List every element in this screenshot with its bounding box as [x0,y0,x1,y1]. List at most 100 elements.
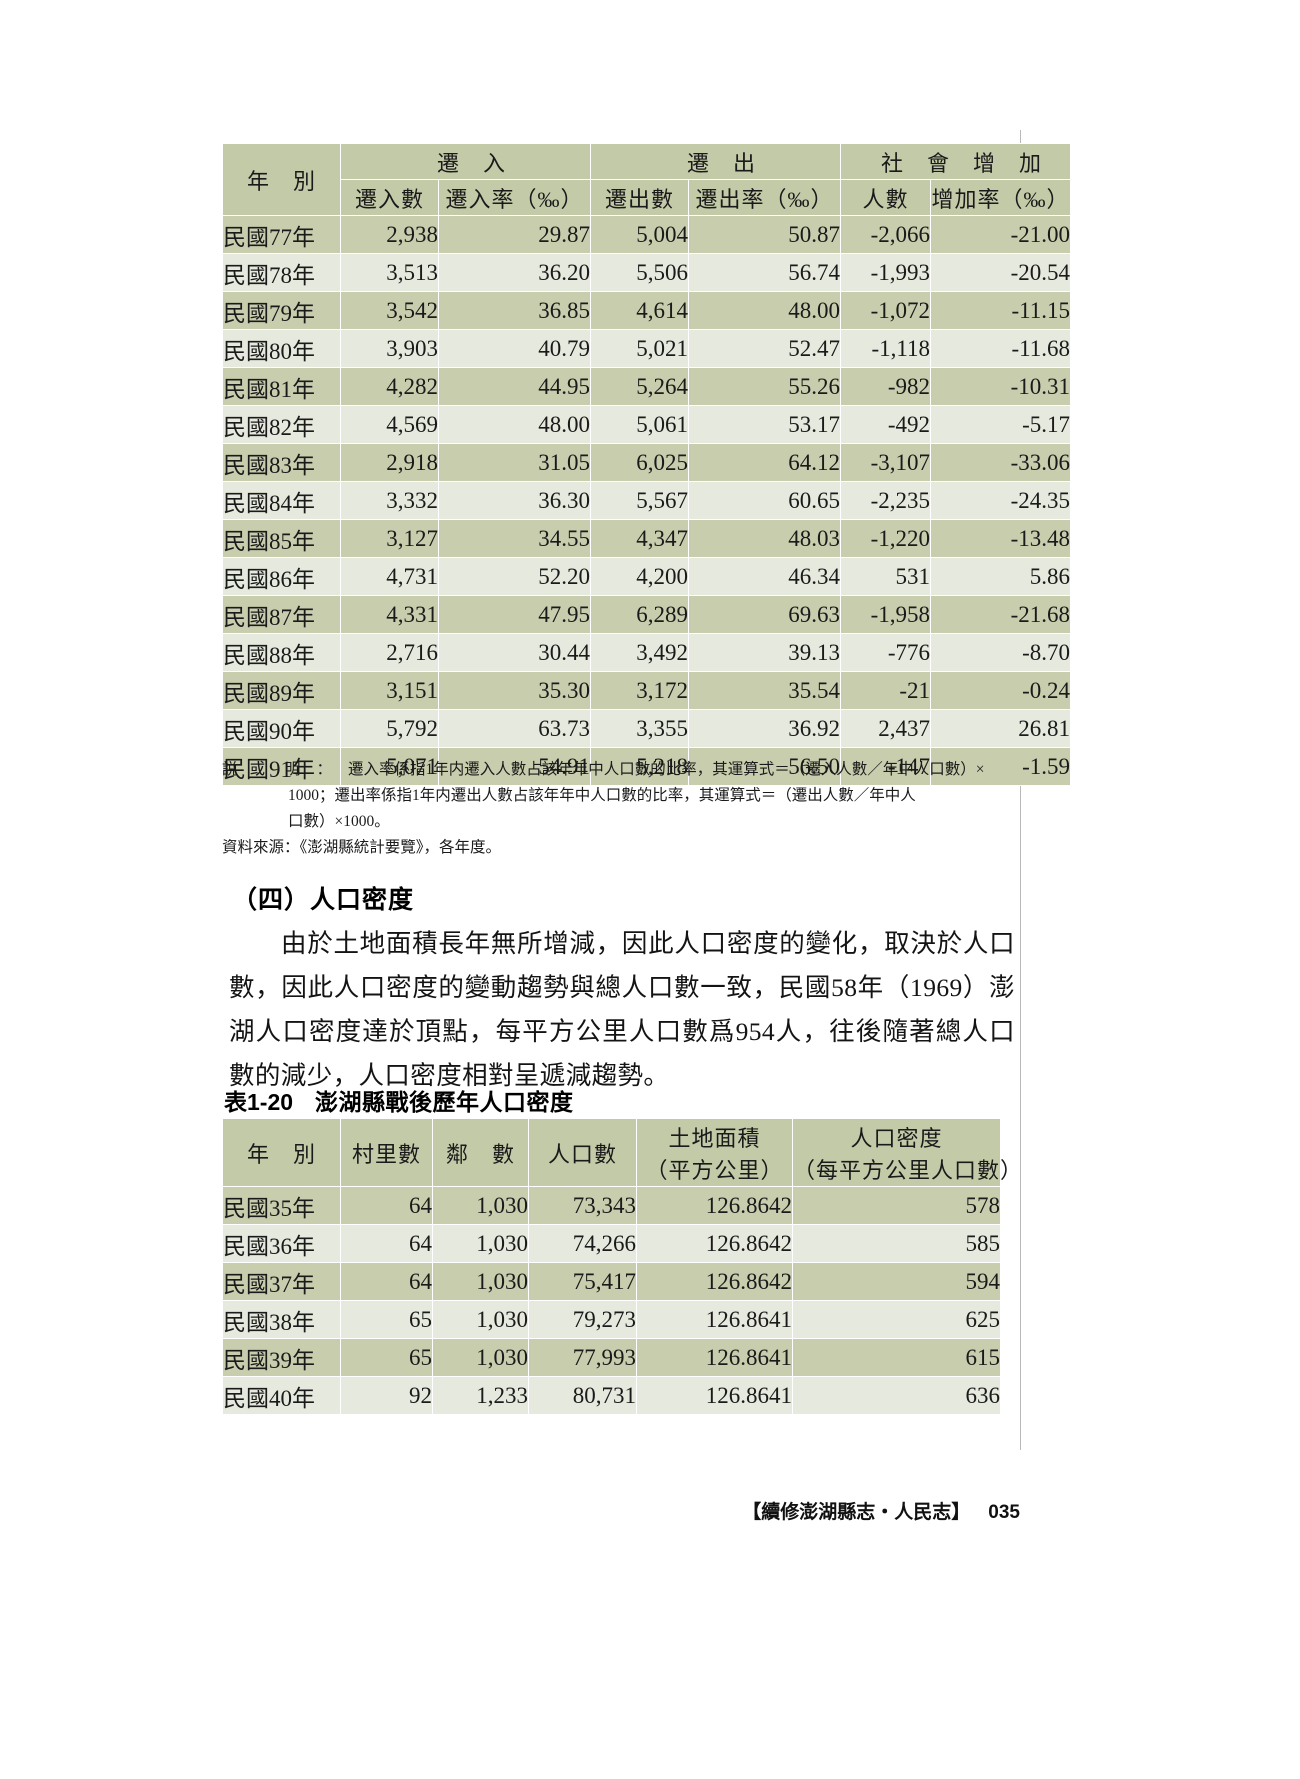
cell-out-count: 3,355 [590,709,690,748]
cell-net-count: -982 [840,367,932,406]
cell-village-count: 64 [340,1224,433,1263]
cell-year: 民國36年 [222,1224,341,1263]
cell-out-rate: 56.74 [688,253,842,292]
cell-out-count: 5,061 [590,405,690,444]
header-in-rate: 遷入率（‰） [437,179,592,216]
cell-net-count: -3,107 [840,443,932,482]
cell-out-count: 6,289 [590,595,690,634]
cell-net-count: -147 [840,747,932,786]
header-net-rate: 增加率（‰） [930,179,1072,216]
table-row: 民國40年 92 1,233 80,731 126.8641 636 [222,1376,1001,1415]
cell-year: 民國40年 [222,1376,341,1415]
table-row: 民國36年 64 1,030 74,266 126.8642 585 [222,1224,1001,1263]
cell-in-rate: 36.30 [437,481,592,520]
cell-in-rate: 30.44 [437,633,592,672]
cell-neighborhood-count: 1,030 [432,1338,529,1377]
note-explain-line-3: 口數）×1000。 [288,813,390,830]
cell-year: 民國89年 [222,671,341,710]
cell-population: 73,343 [528,1186,637,1225]
cell-out-count: 5,567 [590,481,690,520]
cell-out-count: 5,264 [590,367,690,406]
cell-net-count: -492 [840,405,932,444]
density-header-row: 年 別 村里數 鄰 數 人口數 土地面積 （平方公里） 人口密度 （每平方公里人… [222,1118,1022,1187]
table-row: 民國37年 64 1,030 75,417 126.8642 594 [222,1262,1001,1301]
header-village-count: 村里數 [340,1118,433,1187]
cell-in-rate: 34.55 [437,519,592,558]
note-explain-line-1: 説 明：遷入率係指1年内遷入人數占該年年中人口數的比率，其運算式＝（遷入人數／年… [222,757,1012,783]
header-net-count: 人數 [840,179,932,216]
cell-out-rate: 64.12 [688,443,842,482]
cell-year: 民國37年 [222,1262,341,1301]
cell-out-count: 6,025 [590,443,690,482]
cell-population: 74,266 [528,1224,637,1263]
cell-net-rate: 5.86 [930,557,1072,596]
cell-land-area: 126.8642 [636,1262,793,1301]
density-table-caption: 表1-20 澎湖縣戰後歷年人口密度 [224,1083,574,1117]
cell-in-count: 5,792 [340,709,439,748]
migration-table-head: 年 別 遷 入 遷 出 社 會 增 加 遷入數 遷入率（‰） 遷出數 遷出率（‰… [222,143,1072,216]
cell-net-rate: -0.24 [930,671,1072,710]
caption-number: 表1-20 [224,1089,294,1115]
cell-in-count: 2,716 [340,633,439,672]
header-land-area-line2: （平方公里） [645,1157,784,1183]
cell-out-rate: 36.92 [688,709,842,748]
density-table-body: 民國35年 64 1,030 73,343 126.8642 578 民國36年 64 1,03… [222,1186,1001,1415]
cell-in-rate: 36.85 [437,291,592,330]
cell-year: 民國35年 [222,1186,341,1225]
cell-year: 民國90年 [222,709,341,748]
cell-net-rate: -8.70 [930,633,1072,672]
cell-village-count: 65 [340,1338,433,1377]
cell-net-count: -2,235 [840,481,932,520]
cell-in-rate: 48.00 [437,405,592,444]
cell-village-count: 65 [340,1300,433,1339]
cell-out-count: 5,021 [590,329,690,368]
cell-year: 民國91年 [222,747,341,786]
cell-out-rate: 48.00 [688,291,842,330]
cell-neighborhood-count: 1,030 [432,1300,529,1339]
cell-year: 民國78年 [222,253,341,292]
cell-in-count: 3,513 [340,253,439,292]
header-year: 年 別 [222,143,341,216]
migration-table-body: 民國77年 2,938 29.87 5,004 50.87 -2,066 -21.00 民國7… [222,215,1072,786]
cell-out-rate: 52.47 [688,329,842,368]
header-out-rate: 遷出率（‰） [688,179,842,216]
cell-year: 民國84年 [222,481,341,520]
cell-out-rate: 50.87 [688,215,842,254]
cell-out-rate: 35.54 [688,671,842,710]
cell-net-rate: -13.48 [930,519,1072,558]
cell-in-count: 3,903 [340,329,439,368]
cell-in-rate: 54.91 [437,747,592,786]
cell-in-count: 2,918 [340,443,439,482]
cell-year: 民國38年 [222,1300,341,1339]
cell-out-rate: 69.63 [688,595,842,634]
caption-title: 澎湖縣戰後歷年人口密度 [315,1089,574,1115]
cell-net-count: -2,066 [840,215,932,254]
cell-year: 民國87年 [222,595,341,634]
cell-out-count: 4,347 [590,519,690,558]
header-population: 人口數 [528,1118,637,1187]
table-row: 民國88年 2,716 30.44 3,492 39.13 -776 -8.70 [222,633,1072,672]
header-out-count: 遷出數 [590,179,690,216]
cell-out-count: 4,200 [590,557,690,596]
cell-population-density: 578 [792,1186,1001,1225]
cell-in-count: 3,332 [340,481,439,520]
table-row: 民國84年 3,332 36.30 5,567 60.65 -2,235 -24.35 [222,481,1072,520]
cell-net-rate: -11.15 [930,291,1072,330]
cell-out-rate: 53.17 [688,405,842,444]
cell-net-count: -1,958 [840,595,932,634]
cell-neighborhood-count: 1,030 [432,1186,529,1225]
table-row: 民國87年 4,331 47.95 6,289 69.63 -1,958 -21.68 [222,595,1072,634]
cell-net-rate: -33.06 [930,443,1072,482]
table-row: 民國85年 3,127 34.55 4,347 48.03 -1,220 -13.48 [222,519,1072,558]
header-in-count: 遷入數 [340,179,439,216]
cell-in-rate: 52.20 [437,557,592,596]
header-population-density: 人口密度 （每平方公里人口數） [792,1118,1022,1187]
migration-table-container: 年 別 遷 入 遷 出 社 會 增 加 遷入數 遷入率（‰） 遷出數 遷出率（‰… [222,143,1072,786]
cell-land-area: 126.8641 [636,1300,793,1339]
cell-population-density: 585 [792,1224,1001,1263]
cell-year: 民國85年 [222,519,341,558]
cell-net-rate: -10.31 [930,367,1072,406]
header-land-area: 土地面積 （平方公里） [636,1118,793,1187]
table-row: 民國83年 2,918 31.05 6,025 64.12 -3,107 -33.06 [222,443,1072,482]
